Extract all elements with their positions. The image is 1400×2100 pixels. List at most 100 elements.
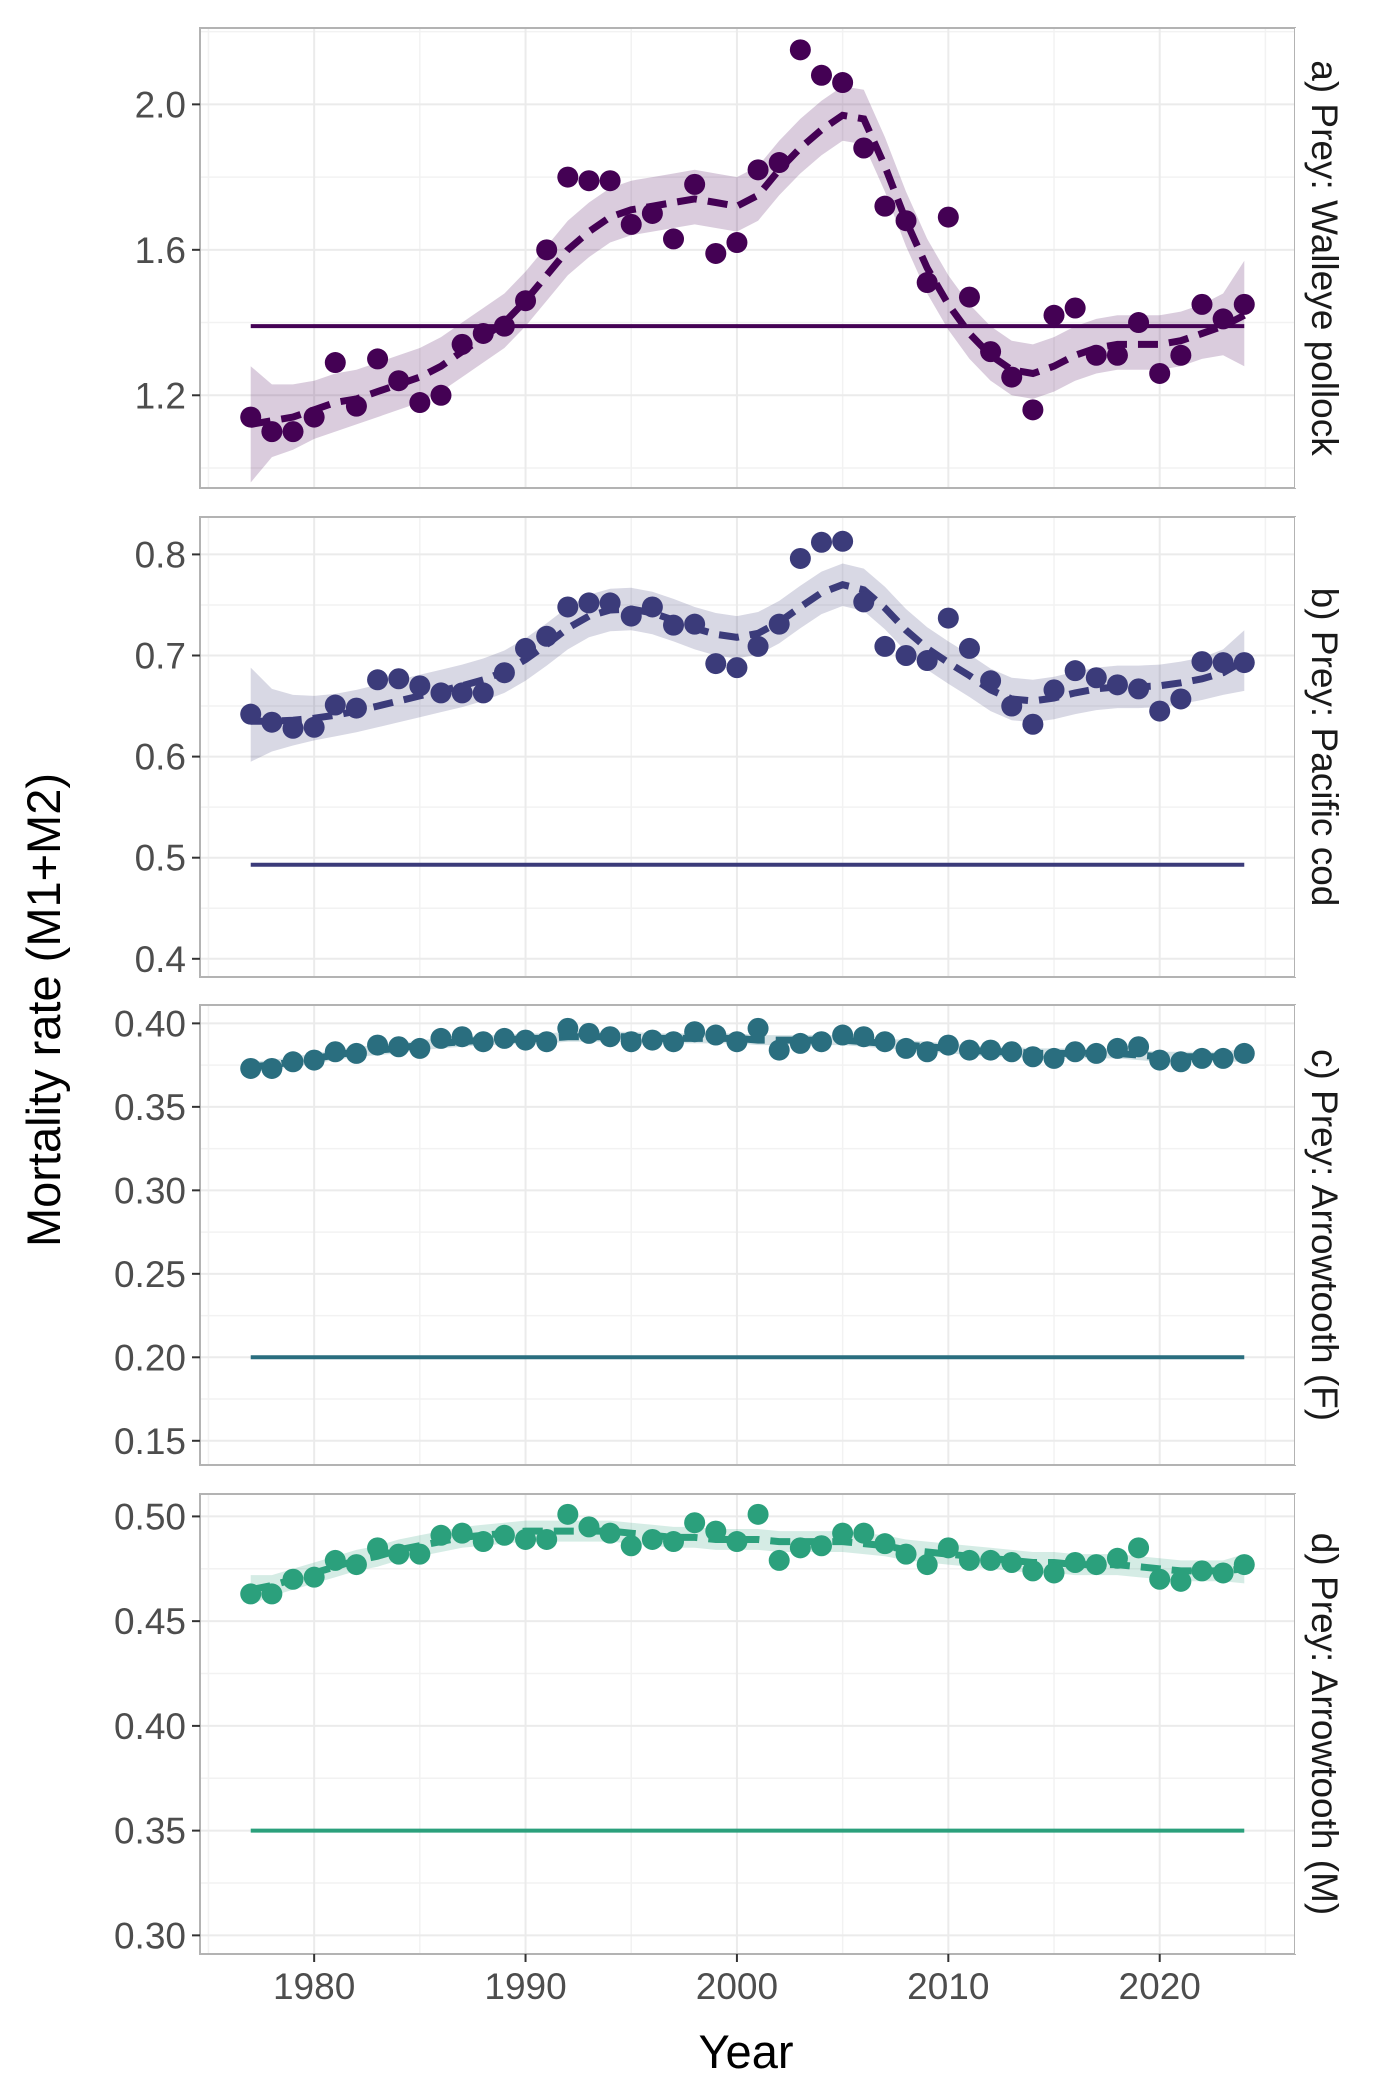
panel-walleye-pollock: 1.2 1.6 2.0 a) Prey: Walleye pollock (135, 27, 1350, 489)
data-point (832, 530, 854, 552)
data-point (874, 1533, 896, 1555)
data-point (493, 1524, 515, 1546)
data-point (1001, 1041, 1023, 1063)
strip-background (1295, 1005, 1350, 1465)
data-point (620, 1031, 642, 1053)
data-point (536, 1031, 558, 1053)
data-point (853, 1522, 875, 1544)
data-point (1233, 652, 1255, 674)
panel-background (200, 517, 1295, 977)
y-tick-label: 0.25 (114, 1254, 186, 1295)
data-point (684, 613, 706, 635)
data-point (1191, 293, 1213, 315)
data-point (557, 596, 579, 618)
data-point (810, 64, 832, 86)
data-point (536, 625, 558, 647)
data-point (324, 1041, 346, 1063)
data-point (768, 613, 790, 635)
data-point (1022, 1560, 1044, 1582)
data-point (451, 682, 473, 704)
data-point (1043, 304, 1065, 326)
data-point (1085, 667, 1107, 689)
data-point (1085, 1554, 1107, 1576)
data-point (916, 1041, 938, 1063)
data-point (789, 39, 811, 61)
data-point (388, 1543, 410, 1565)
data-point (874, 635, 896, 657)
data-point (853, 591, 875, 613)
data-point (768, 1039, 790, 1061)
data-point (367, 669, 389, 691)
data-point (324, 694, 346, 716)
data-point (1128, 1537, 1150, 1559)
data-point (430, 384, 452, 406)
data-point (641, 596, 663, 618)
y-tick-label: 0.40 (114, 1706, 186, 1747)
data-point (832, 1024, 854, 1046)
data-point (282, 717, 304, 739)
data-point (1149, 362, 1171, 384)
data-point (1106, 1037, 1128, 1059)
data-point (1128, 678, 1150, 700)
data-point (409, 1037, 431, 1059)
data-point (1212, 1562, 1234, 1584)
data-point (599, 1522, 621, 1544)
data-point (810, 531, 832, 553)
data-point (641, 1029, 663, 1051)
data-point (261, 1583, 283, 1605)
data-point (1043, 679, 1065, 701)
data-point (515, 637, 537, 659)
data-point (684, 1021, 706, 1043)
data-point (1085, 1042, 1107, 1064)
data-point (684, 173, 706, 195)
panel-strip-label: d) Prey: Arrowtooth (M) (1304, 1533, 1345, 1915)
data-point (768, 1549, 790, 1571)
data-point (1001, 695, 1023, 717)
data-point (536, 1528, 558, 1550)
data-point (493, 1027, 515, 1049)
data-point (980, 1549, 1002, 1571)
data-point (895, 645, 917, 667)
data-point (895, 1543, 917, 1565)
data-point (747, 635, 769, 657)
panel-background (200, 1494, 1295, 1954)
x-tick-label: 2020 (1119, 1966, 1201, 2007)
data-point (705, 242, 727, 264)
data-point (430, 682, 452, 704)
data-point (853, 1026, 875, 1048)
data-point (599, 592, 621, 614)
data-point (536, 239, 558, 261)
y-tick-label: 0.30 (114, 1915, 186, 1956)
data-point (620, 1535, 642, 1557)
data-point (1043, 1562, 1065, 1584)
data-point (1191, 1560, 1213, 1582)
data-point (916, 1554, 938, 1576)
data-point (1064, 1041, 1086, 1063)
data-point (663, 1531, 685, 1553)
y-tick-label: 0.50 (114, 1496, 186, 1537)
data-point (810, 1031, 832, 1053)
data-point (1170, 1051, 1192, 1073)
data-point (1085, 344, 1107, 366)
x-axis-title: Year (699, 2025, 794, 2078)
data-point (937, 1537, 959, 1559)
data-point (874, 1031, 896, 1053)
data-point (1064, 660, 1086, 682)
data-point (1022, 399, 1044, 421)
x-tick-label: 2010 (907, 1966, 989, 2007)
data-point (1191, 651, 1213, 673)
data-point (980, 670, 1002, 692)
data-point (1128, 1036, 1150, 1058)
data-point (303, 406, 325, 428)
data-point (747, 1017, 769, 1039)
x-tick-label: 1980 (273, 1966, 355, 2007)
fitted-trend-line (250, 111, 1246, 428)
data-point (789, 547, 811, 569)
data-point (324, 352, 346, 374)
data-point (1233, 1042, 1255, 1064)
data-point (409, 1543, 431, 1565)
y-tick-label: 0.20 (114, 1337, 186, 1378)
data-point (684, 1512, 706, 1534)
data-point (937, 206, 959, 228)
data-point (980, 1039, 1002, 1061)
